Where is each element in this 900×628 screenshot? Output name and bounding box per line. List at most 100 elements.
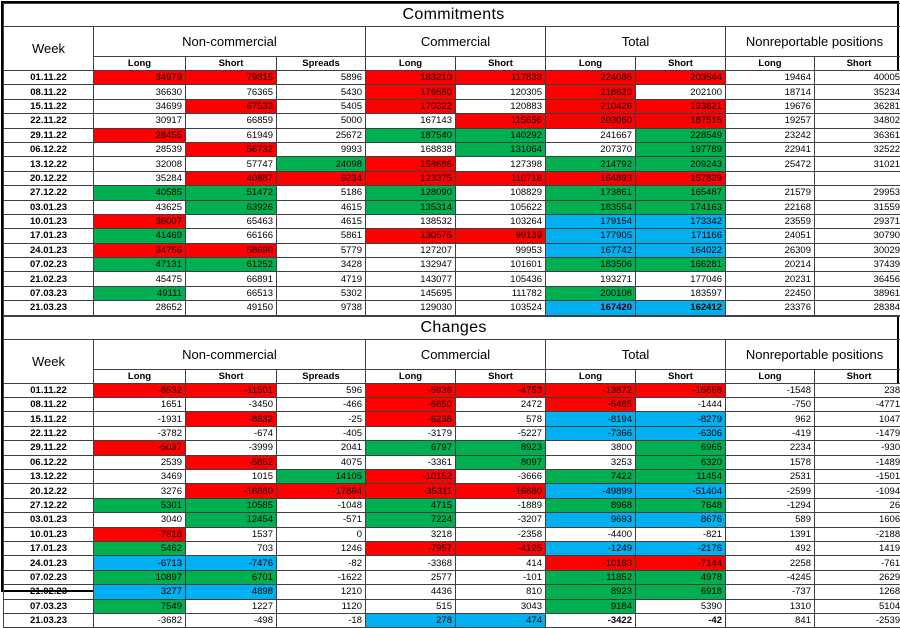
table-title-row: Commitments (4, 4, 900, 27)
value-cell: 76365 (186, 85, 277, 99)
value-cell: 22168 (726, 200, 815, 214)
value-cell: 193271 (546, 272, 636, 286)
week-cell: 13.12.22 (4, 469, 94, 483)
changes-table: Changes Week Non-commercial Commercial T… (3, 316, 900, 628)
week-cell: 22.11.22 (4, 114, 94, 128)
value-cell: -82 (277, 556, 366, 570)
value-cell: 183210 (366, 71, 456, 85)
value-cell: -8832 (186, 412, 277, 426)
noncommercial-group-header: Non-commercial (94, 27, 366, 57)
nonreportable-group-header: Nonreportable positions (726, 27, 900, 57)
week-cell: 10.01.23 (4, 527, 94, 541)
value-cell: 6234 (277, 171, 366, 185)
value-cell: 22941 (726, 142, 815, 156)
value-cell: 31021 (815, 157, 900, 171)
value-cell: 8676 (636, 513, 726, 527)
value-cell: 2041 (277, 441, 366, 455)
value-cell: 132947 (366, 258, 456, 272)
value-cell: 7422 (546, 469, 636, 483)
value-cell: 67533 (186, 99, 277, 113)
value-cell: -1479 (815, 426, 900, 440)
commercial-group-header: Commercial (366, 339, 546, 369)
value-cell: 35284 (94, 171, 186, 185)
col-header-c-long: Long (366, 57, 456, 71)
value-cell: 9693 (546, 513, 636, 527)
value-cell: -466 (277, 398, 366, 412)
value-cell: 105622 (456, 200, 546, 214)
week-cell: 17.01.23 (4, 541, 94, 555)
value-cell: 22450 (726, 286, 815, 300)
col-header-nr-long: Long (726, 57, 815, 71)
value-cell: 25472 (726, 157, 815, 171)
value-cell: 66859 (186, 114, 277, 128)
value-cell: -17864 (277, 484, 366, 498)
value-cell: 19257 (726, 114, 815, 128)
value-cell: 38961 (815, 286, 900, 300)
value-cell: 20231 (726, 272, 815, 286)
value-cell: 5301 (94, 498, 186, 512)
value-cell: 30917 (94, 114, 186, 128)
value-cell: 177905 (546, 229, 636, 243)
value-cell: 61949 (186, 128, 277, 142)
changes-title: Changes (4, 316, 900, 339)
week-cell: 21.02.23 (4, 272, 94, 286)
week-cell: 24.01.23 (4, 556, 94, 570)
value-cell: -8194 (546, 412, 636, 426)
week-cell: 06.12.22 (4, 455, 94, 469)
value-cell: 4898 (186, 585, 277, 599)
value-cell: 66166 (186, 229, 277, 243)
value-cell (815, 171, 900, 185)
value-cell: -49899 (546, 484, 636, 498)
value-cell: -405 (277, 426, 366, 440)
value-cell: 209243 (636, 157, 726, 171)
value-cell: 158686 (366, 157, 456, 171)
value-cell: 34756 (94, 243, 186, 257)
value-cell: 63926 (186, 200, 277, 214)
value-cell: 4615 (277, 214, 366, 228)
week-column-header: Week (4, 339, 94, 383)
value-cell: 30029 (815, 243, 900, 257)
week-cell: 21.03.23 (4, 613, 94, 627)
value-cell: 6797 (366, 441, 456, 455)
value-cell: 2234 (726, 441, 815, 455)
week-cell: 07.03.23 (4, 286, 94, 300)
value-cell: 49150 (186, 301, 277, 315)
value-cell: 8923 (456, 441, 546, 455)
value-cell: -8279 (636, 412, 726, 426)
value-cell: 1047 (815, 412, 900, 426)
value-cell: 5896 (277, 71, 366, 85)
value-cell: 589 (726, 513, 815, 527)
value-cell: 30790 (815, 229, 900, 243)
table-title-row: Changes (4, 316, 900, 339)
table-row: 22.11.22-3782-674-405-3179-5227-7366-630… (4, 426, 900, 440)
value-cell: -4400 (546, 527, 636, 541)
value-cell: 18714 (726, 85, 815, 99)
group-header-row: Week Non-commercial Commercial Total Non… (4, 27, 900, 57)
col-header-nc-long: Long (94, 57, 186, 71)
value-cell: -498 (186, 613, 277, 627)
value-cell: 218620 (546, 85, 636, 99)
value-cell: 2629 (815, 570, 900, 584)
col-header-c-short: Short (456, 57, 546, 71)
value-cell: 3276 (94, 484, 186, 498)
week-cell: 20.12.22 (4, 171, 94, 185)
value-cell: 57747 (186, 157, 277, 171)
value-cell: 4615 (277, 200, 366, 214)
value-cell: 20214 (726, 258, 815, 272)
week-cell: 01.11.22 (4, 71, 94, 85)
value-cell: -2188 (815, 527, 900, 541)
value-cell: 187515 (636, 114, 726, 128)
value-cell: 0 (277, 527, 366, 541)
value-cell: 9184 (546, 599, 636, 613)
value-cell: 9738 (277, 301, 366, 315)
